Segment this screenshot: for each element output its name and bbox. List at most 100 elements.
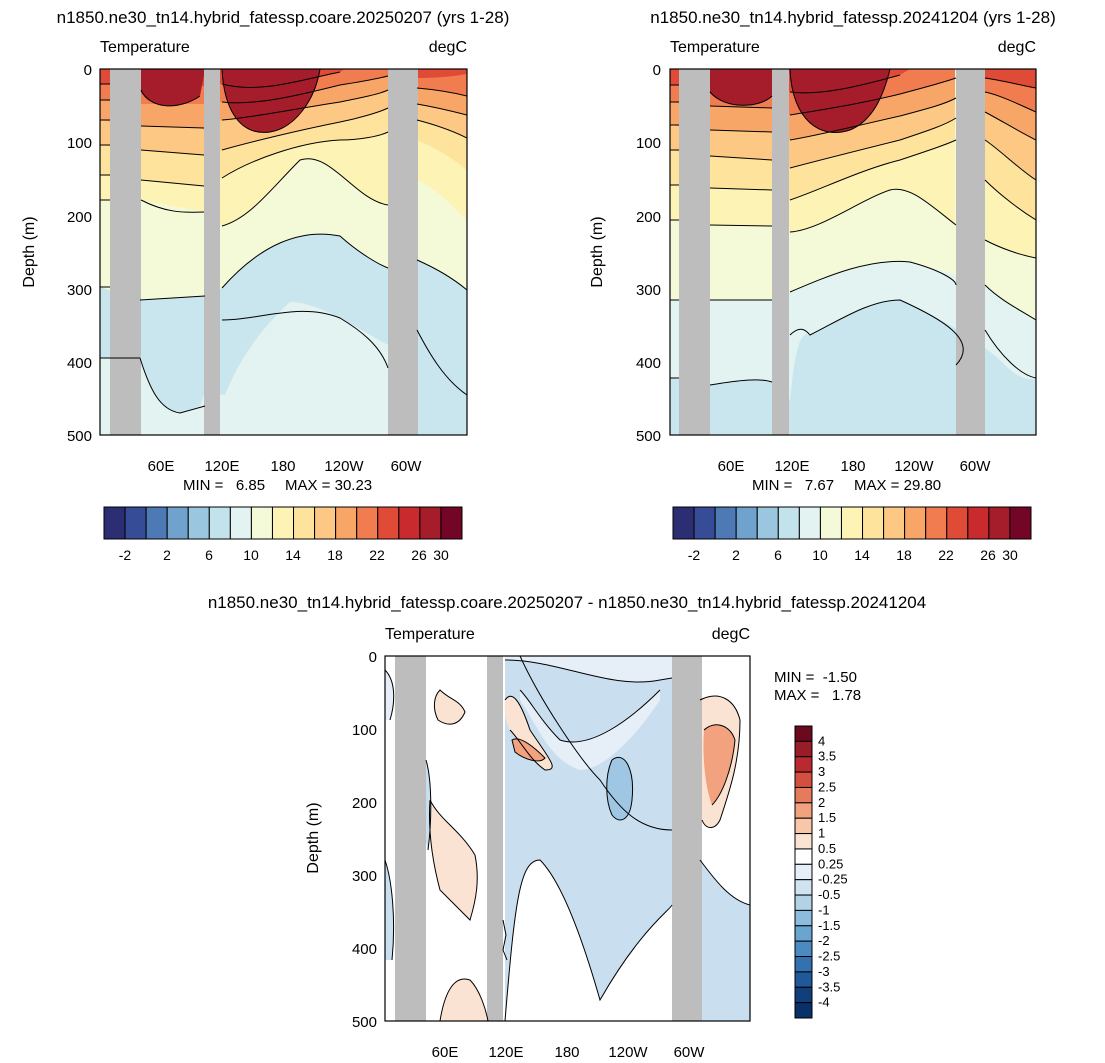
colorbar-labels: -2 2 6 10 14 18 22 26 30: [119, 547, 449, 563]
colorbar-label: 2: [163, 547, 171, 563]
colorbar-swatch: [672, 506, 695, 540]
colorbar-swatch: [229, 506, 252, 540]
colorbar-label: 18: [896, 547, 912, 563]
colorbar-swatch: [794, 802, 813, 819]
colorbar-label: 22: [369, 547, 385, 563]
colorbar-swatch: [794, 909, 813, 927]
colorbar-swatch: [794, 725, 813, 742]
y-tick-label: 100: [636, 135, 661, 152]
colorbar-label: 10: [243, 547, 259, 563]
panel-title: n1850.ne30_tn14.hybrid_fatessp.20241204 …: [650, 8, 1055, 27]
colorbar-swatch: [862, 506, 885, 540]
colorbar-swatch: [794, 817, 813, 835]
max-label: MAX = 1.78: [774, 687, 861, 704]
variable-label: Temperature: [100, 39, 190, 56]
y-tick-label: 200: [636, 209, 661, 226]
x-tick-label: 120W: [324, 458, 364, 475]
y-tick-label: 500: [67, 428, 92, 445]
colorbar-swatch: [756, 506, 779, 540]
colorbar-swatch: [377, 506, 400, 540]
colorbar-label: 14: [285, 547, 301, 563]
colorbar-label: -2: [818, 933, 830, 948]
colorbar-label: 1.5: [818, 810, 836, 825]
x-tick-label: 120W: [608, 1044, 648, 1061]
y-tick-label: 400: [636, 355, 661, 372]
colorbar-swatch: [777, 506, 800, 540]
min-label: MIN = -1.50: [774, 669, 857, 686]
colorbar-label: 30: [433, 547, 449, 563]
x-tick-label: 180: [270, 458, 295, 475]
panel-control: n1850.ne30_tn14.hybrid_fatessp.20241204 …: [589, 8, 1056, 563]
colorbar-label: 0.25: [818, 856, 843, 871]
colorbar-label: -3.5: [818, 979, 840, 994]
colorbar-label: 14: [854, 547, 870, 563]
plot-frame: [669, 68, 1037, 436]
colorbar-swatch: [794, 756, 813, 773]
units-label: degC: [429, 39, 467, 56]
colorbar-swatch: [735, 506, 758, 540]
variable-label: Temperature: [385, 626, 475, 643]
colorbar-swatch: [794, 925, 813, 942]
colorbar-swatch: [925, 506, 948, 540]
y-tick-label: 200: [352, 795, 377, 812]
x-tick-label: 60W: [391, 458, 423, 475]
y-tick-label: 400: [67, 355, 92, 372]
y-axis-ticks: 0 100 200 300 400 500: [67, 62, 92, 445]
panel-coare: n1850.ne30_tn14.hybrid_fatessp.coare.202…: [21, 8, 509, 563]
y-tick-label: 100: [352, 722, 377, 739]
colorbar-swatch: [883, 506, 906, 540]
y-tick-label: 300: [636, 282, 661, 299]
colorbar-swatch: [145, 506, 168, 540]
colorbar-swatch: [124, 506, 147, 540]
colorbar-swatch: [293, 506, 316, 540]
colorbar-swatch: [166, 506, 189, 540]
colorbar-swatch: [794, 786, 813, 804]
colorbar-swatch: [967, 506, 990, 540]
y-tick-label: 300: [67, 282, 92, 299]
colorbar: 43.532.521.510.50.25-0.25-0.5-1-1.5-2-2.…: [794, 725, 848, 1019]
x-axis-ticks: 60E 120E 180 120W 60W: [718, 458, 992, 475]
colorbar-label: -1.5: [818, 918, 840, 933]
colorbar-swatch: [794, 971, 813, 988]
colorbar-swatch: [794, 894, 813, 911]
units-label: degC: [712, 626, 750, 643]
y-tick-label: 200: [67, 209, 92, 226]
x-tick-label: 60W: [674, 1044, 706, 1061]
contour-lines: [670, 69, 1036, 386]
colorbar-swatch: [946, 506, 969, 540]
x-tick-label: 60E: [148, 458, 175, 475]
x-tick-label: 120E: [488, 1044, 523, 1061]
colorbar-label: 18: [327, 547, 343, 563]
colorbar: -2 2 6 10 14 18 22 26 30: [103, 506, 463, 563]
colorbar-swatch: [314, 506, 337, 540]
land-mask: [110, 69, 418, 435]
plot-frame: [99, 68, 468, 436]
y-axis-label: Depth (m): [305, 802, 322, 873]
x-tick-label: 180: [840, 458, 865, 475]
y-tick-label: 300: [352, 868, 377, 885]
colorbar-swatch: [840, 506, 864, 540]
y-tick-label: 0: [653, 62, 661, 79]
colorbar-swatch: [1009, 506, 1032, 540]
colorbar-swatch: [794, 833, 813, 850]
x-tick-label: 120W: [894, 458, 934, 475]
x-tick-label: 60W: [960, 458, 992, 475]
colorbar-swatch: [794, 740, 813, 758]
colorbar-swatch: [794, 863, 813, 881]
colorbar-label: -2.5: [818, 949, 840, 964]
x-tick-label: 60E: [718, 458, 745, 475]
colorbar-label: 0.5: [818, 841, 836, 856]
colorbar-label: 3.5: [818, 749, 836, 764]
colorbar-label: 4: [818, 733, 825, 748]
colorbar-swatch: [398, 506, 421, 540]
min-label: MIN = 7.67: [752, 477, 834, 494]
colorbar-swatch: [208, 506, 231, 540]
colorbar-swatch: [988, 506, 1011, 540]
colorbar-swatch: [440, 506, 463, 540]
colorbar-label: 2.5: [818, 779, 836, 794]
colorbar-swatch: [250, 506, 273, 540]
x-tick-label: 120E: [774, 458, 809, 475]
panel-title: n1850.ne30_tn14.hybrid_fatessp.coare.202…: [57, 8, 510, 27]
colorbar-label: -3: [818, 964, 830, 979]
